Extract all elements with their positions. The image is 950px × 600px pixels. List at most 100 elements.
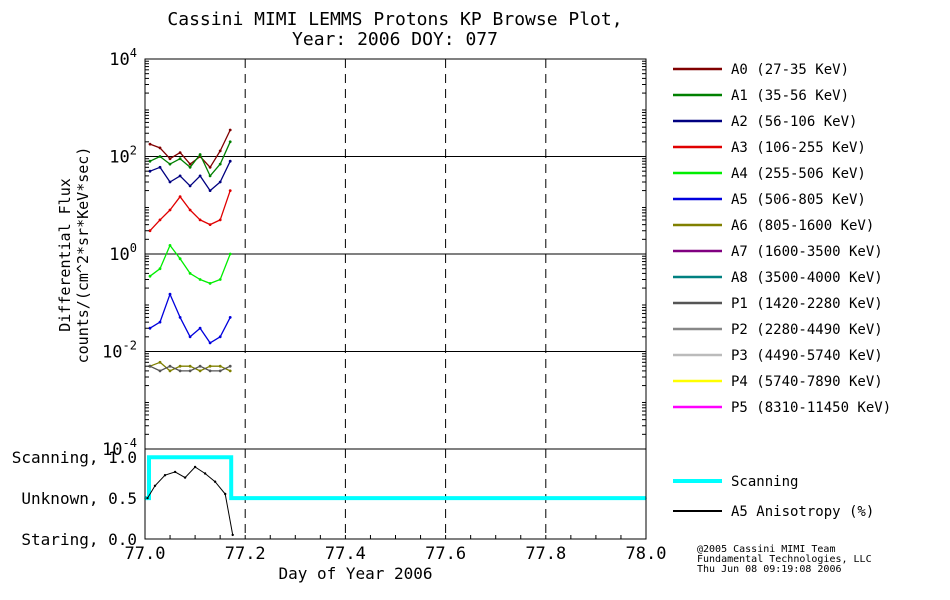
anisotropy-point	[163, 474, 167, 477]
flux-data-point	[148, 142, 152, 146]
flux-ytick-label: 104	[109, 46, 137, 70]
credit-line-company: Fundamental Technologies, LLC	[697, 554, 872, 565]
flux-data-point	[198, 218, 202, 222]
legend-label: A5 Anisotropy (%)	[731, 504, 874, 520]
legend-label: A2 (56-106 KeV)	[731, 114, 857, 130]
flux-data-point	[148, 159, 152, 163]
legend-label: A1 (35-56 KeV)	[731, 88, 849, 104]
flux-data-point	[208, 165, 212, 169]
anisotropy-point	[173, 470, 177, 474]
flux-data-point	[168, 369, 172, 373]
scan-ytick-label: Staring, 0.0	[21, 530, 137, 549]
flux-ytick-label: 102	[109, 144, 137, 168]
flux-data-point	[198, 369, 202, 373]
flux-data-point	[148, 274, 152, 278]
anisotropy-point	[224, 492, 227, 496]
flux-data-point	[158, 320, 162, 324]
flux-series-line	[149, 244, 231, 285]
flux-data-point	[178, 257, 182, 261]
flux-data-point	[218, 364, 222, 368]
legend-label: A0 (27-35 KeV)	[731, 62, 849, 78]
flux-data-point	[198, 326, 202, 330]
x-tick-label: 78.0	[626, 544, 667, 564]
flux-data-point	[158, 360, 162, 364]
scanning-line	[145, 455, 646, 501]
flux-data-point	[168, 244, 172, 247]
scan-ytick-label: Scanning, 1.0	[12, 448, 137, 467]
anisotropy-point	[213, 480, 217, 483]
flux-data-point	[158, 146, 162, 150]
legend-label: A6 (805-1600 KeV)	[731, 218, 874, 234]
credit-line-date: Thu Jun 08 09:19:08 2006	[697, 564, 842, 575]
x-tick-label: 77.4	[325, 544, 366, 564]
chart-title-line2: Year: 2006 DOY: 077	[292, 29, 498, 50]
legend-label: A4 (255-506 KeV)	[731, 166, 866, 182]
flux-data-point	[188, 162, 192, 166]
flux-data-point	[188, 335, 192, 339]
flux-ylabel-line1: Differential Flux	[56, 178, 74, 332]
flux-data-point	[228, 159, 232, 163]
x-tick-label: 77.0	[125, 544, 166, 564]
flux-data-point	[228, 128, 232, 132]
flux-data-point	[188, 208, 192, 212]
flux-data-point	[188, 165, 192, 169]
flux-data-point	[148, 169, 152, 173]
scanning-point	[230, 456, 232, 459]
flux-ytick-label: 10-4	[102, 436, 137, 460]
flux-data-point	[168, 364, 172, 368]
legend-label: P3 (4490-5740 KeV)	[731, 348, 883, 364]
x-tick-label: 77.8	[525, 544, 566, 564]
flux-data-point	[148, 229, 152, 233]
flux-data-point	[158, 155, 162, 158]
flux-data-point	[208, 369, 212, 373]
x-tick-label: 77.6	[425, 544, 466, 564]
legend-label: A5 (506-805 KeV)	[731, 192, 866, 208]
scanning-point	[148, 456, 150, 459]
flux-ytick-label: 10-2	[102, 339, 137, 363]
legend-label: P1 (1420-2280 KeV)	[731, 296, 883, 312]
anisotropy-point	[193, 465, 197, 469]
flux-data-point	[218, 218, 222, 222]
flux-data-point	[168, 180, 172, 184]
flux-data-point	[228, 316, 232, 319]
anisotropy-point	[231, 533, 234, 537]
flux-data-point	[208, 174, 212, 178]
flux-ytick-label: 100	[109, 241, 137, 265]
anisotropy-point	[146, 496, 149, 500]
scan-ytick-label: Unknown, 0.5	[21, 489, 137, 508]
flux-data-point	[208, 223, 212, 227]
flux-data-point	[198, 364, 202, 368]
flux-data-point	[178, 369, 182, 373]
flux-data-point	[158, 218, 162, 222]
scan-panel-frame	[144, 448, 647, 540]
flux-data-point	[178, 195, 182, 199]
legend-label: A8 (3500-4000 KeV)	[731, 270, 883, 286]
flux-data-point	[188, 364, 192, 368]
chart-title-line1: Cassini MIMI LEMMS Protons KP Browse Plo…	[167, 9, 623, 30]
flux-data-point	[148, 326, 152, 330]
legend-label: A7 (1600-3500 KeV)	[731, 244, 883, 260]
flux-data-point	[218, 162, 222, 166]
legend-label: Scanning	[731, 474, 798, 490]
flux-data-point	[198, 278, 202, 281]
legend-label: A3 (106-255 KeV)	[731, 140, 866, 156]
flux-data-point	[228, 369, 232, 373]
flux-data-point	[208, 341, 212, 345]
flux-data-point	[218, 180, 222, 184]
flux-data-point	[168, 162, 172, 166]
flux-data-point	[158, 369, 162, 373]
credit-footer: @2005 Cassini MIMI Team Fundamental Tech…	[697, 545, 872, 575]
x-axis-label: Day of Year 2006	[278, 564, 432, 583]
anisotropy-line	[147, 466, 234, 535]
anisotropy-point	[183, 476, 187, 479]
flux-data-point	[178, 174, 182, 178]
flux-data-point	[168, 157, 172, 161]
x-tick-label: 77.2	[225, 544, 266, 564]
flux-data-point	[188, 369, 192, 373]
flux-data-point	[218, 335, 222, 339]
flux-data-point	[218, 149, 222, 153]
flux-data-point	[228, 140, 232, 144]
flux-data-point	[228, 189, 232, 193]
flux-data-point	[168, 292, 172, 296]
